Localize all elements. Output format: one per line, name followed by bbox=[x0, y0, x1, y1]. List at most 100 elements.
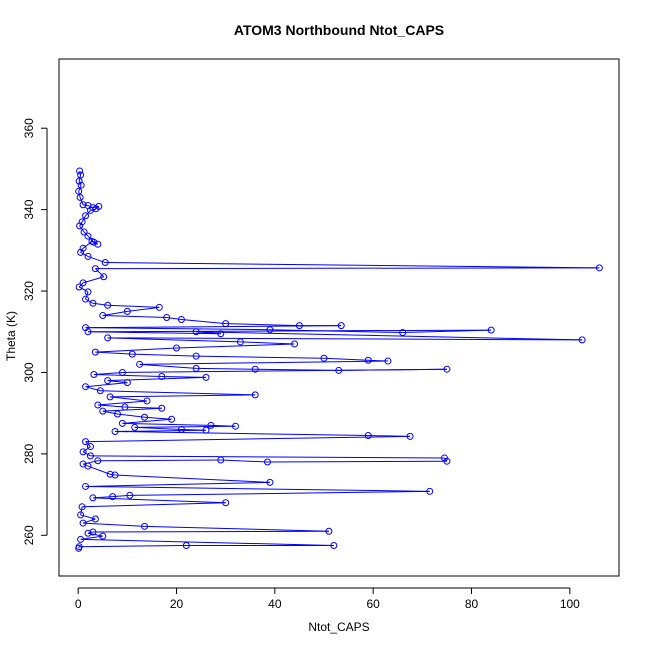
data-point bbox=[320, 354, 328, 362]
data-point bbox=[155, 303, 163, 311]
series-line-segment bbox=[79, 197, 84, 205]
series-line-segment bbox=[80, 506, 83, 516]
series-line-segment bbox=[95, 267, 600, 270]
data-point bbox=[443, 365, 451, 373]
x-tick-label: 60 bbox=[366, 597, 380, 611]
series-line-segment bbox=[85, 210, 91, 217]
data-point bbox=[114, 410, 122, 418]
data-point bbox=[295, 322, 303, 330]
data-point bbox=[192, 328, 200, 336]
data-point bbox=[89, 299, 97, 307]
series-line-segment bbox=[87, 465, 111, 475]
data-point bbox=[82, 295, 90, 303]
data-point bbox=[251, 365, 259, 373]
series-line-segment bbox=[127, 306, 160, 312]
data-point bbox=[94, 457, 102, 465]
data-point bbox=[217, 456, 225, 464]
data-point bbox=[111, 427, 119, 435]
y-tick-label: 280 bbox=[22, 444, 36, 464]
series-line-segment bbox=[88, 329, 492, 333]
series-line-segment bbox=[196, 355, 325, 359]
data-point bbox=[126, 491, 134, 499]
data-point bbox=[111, 471, 119, 479]
data-point bbox=[202, 373, 210, 381]
x-axis-label: Ntot_CAPS bbox=[308, 620, 369, 634]
data-point bbox=[143, 397, 151, 405]
data-point bbox=[426, 487, 434, 495]
data-point bbox=[77, 511, 85, 519]
data-point bbox=[123, 307, 131, 315]
series-line-segment bbox=[82, 276, 104, 284]
series-line-segment bbox=[92, 530, 329, 533]
data-point bbox=[406, 432, 414, 440]
y-axis: 260 280 300 320 340 360 bbox=[22, 118, 48, 545]
data-point bbox=[79, 448, 87, 456]
plot-frame bbox=[58, 58, 620, 577]
data-point bbox=[84, 529, 92, 537]
data-point bbox=[202, 426, 210, 434]
data-point bbox=[94, 240, 102, 248]
data-point bbox=[96, 387, 104, 395]
series-line-segment bbox=[85, 485, 430, 492]
y-tick-label: 300 bbox=[22, 362, 36, 382]
series-line-segment bbox=[80, 248, 84, 253]
data-point bbox=[337, 322, 345, 330]
data-point bbox=[118, 368, 126, 376]
y-tick-label: 340 bbox=[22, 199, 36, 219]
data-point bbox=[158, 373, 166, 381]
data-point bbox=[325, 527, 333, 535]
data-point bbox=[236, 338, 244, 346]
data-point bbox=[84, 288, 92, 296]
series-line-segment bbox=[176, 343, 295, 349]
data-point bbox=[109, 493, 117, 501]
y-axis-label: Theta (K) bbox=[4, 311, 18, 361]
data-point bbox=[76, 193, 84, 201]
y-tick-label: 320 bbox=[22, 281, 36, 301]
data-point bbox=[207, 421, 215, 429]
data-point bbox=[94, 401, 102, 409]
series-line-segment bbox=[100, 390, 256, 396]
data-point bbox=[101, 259, 109, 267]
data-point bbox=[443, 457, 451, 465]
series-line-segment bbox=[196, 331, 583, 341]
data-point bbox=[266, 478, 274, 486]
series-line-segment bbox=[102, 314, 167, 318]
data-point bbox=[487, 326, 495, 334]
series-line-segment bbox=[117, 413, 145, 418]
series-line-segment bbox=[122, 418, 172, 424]
series-line-segment bbox=[82, 502, 226, 508]
data-point bbox=[232, 422, 240, 430]
data-point bbox=[76, 167, 84, 175]
series-line-segment bbox=[122, 368, 447, 373]
data-point bbox=[158, 404, 166, 412]
data-point bbox=[136, 360, 144, 368]
data-point bbox=[75, 177, 83, 185]
series-line-segment bbox=[78, 180, 82, 186]
data-point bbox=[91, 515, 99, 523]
x-tick-label: 0 bbox=[75, 597, 82, 611]
series-line-segment bbox=[134, 426, 182, 430]
data-point bbox=[86, 206, 94, 214]
x-tick-label: 20 bbox=[170, 597, 184, 611]
data-point bbox=[100, 273, 108, 281]
data-point bbox=[106, 470, 114, 478]
series-line-segment bbox=[122, 422, 211, 426]
series-lines bbox=[78, 170, 600, 549]
series-line-segment bbox=[81, 215, 86, 223]
data-point bbox=[75, 283, 83, 291]
series-line-segment bbox=[95, 351, 133, 355]
data-point bbox=[77, 181, 85, 189]
series-line-segment bbox=[107, 337, 241, 343]
x-tick-label: 40 bbox=[268, 597, 282, 611]
data-point bbox=[263, 458, 271, 466]
series-line-segment bbox=[110, 394, 256, 398]
data-point bbox=[141, 522, 149, 530]
series-line-segment bbox=[129, 490, 430, 496]
series-line-segment bbox=[80, 535, 103, 540]
series-line-segment bbox=[95, 347, 177, 353]
data-point bbox=[91, 265, 99, 273]
data-point bbox=[330, 541, 338, 549]
data-point bbox=[79, 201, 87, 209]
y-tick-label: 360 bbox=[22, 118, 36, 138]
